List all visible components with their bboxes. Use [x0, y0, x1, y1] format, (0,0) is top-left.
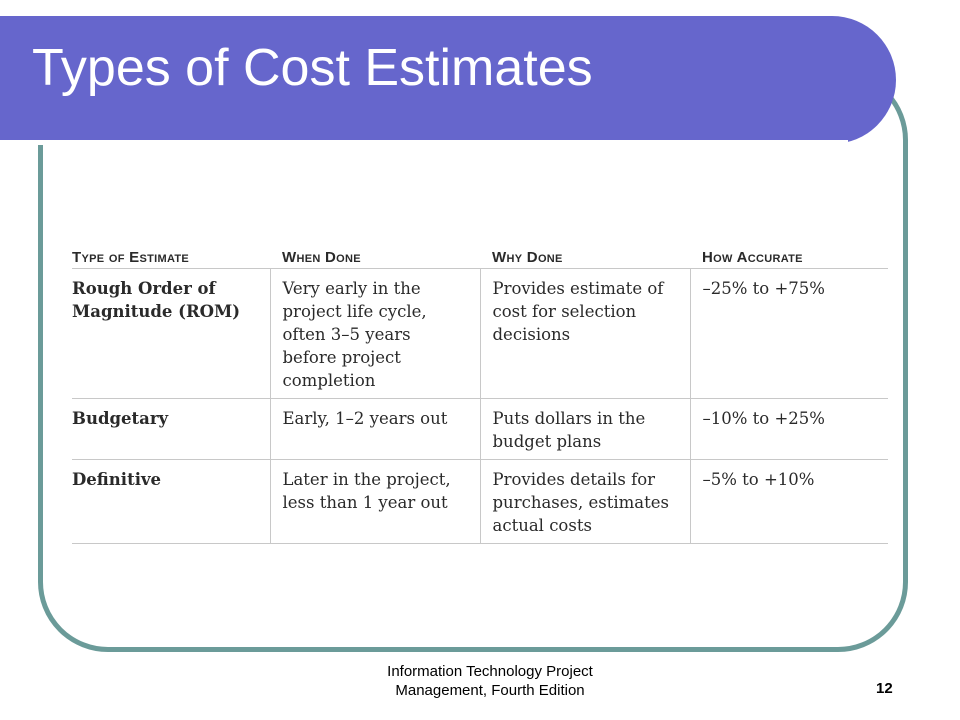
cell-type: Definitive	[72, 459, 270, 544]
header-when: When Done	[270, 242, 480, 269]
banner-underline	[0, 140, 848, 145]
slide-footer: Information Technology Project Managemen…	[340, 662, 640, 700]
cell-why: Provides estimate of cost for selection …	[479, 268, 690, 399]
cell-accuracy: –25% to +75%	[689, 268, 888, 399]
estimate-table: Type of Estimate When Done Why Done How …	[72, 242, 888, 544]
header-why: Why Done	[480, 242, 690, 269]
header-accuracy: How Accurate	[690, 242, 888, 269]
cell-type: Budgetary	[72, 398, 270, 460]
cell-why: Puts dollars in the budget plans	[479, 398, 690, 460]
estimate-table-container: Type of Estimate When Done Why Done How …	[72, 242, 888, 544]
title-banner	[0, 16, 896, 145]
cell-when: Later in the project, less than 1 year o…	[269, 459, 480, 544]
cell-when: Very early in the project life cycle, of…	[269, 268, 480, 399]
table-row: Definitive Later in the project, less th…	[72, 459, 888, 544]
footer-line-1: Information Technology Project	[387, 663, 593, 680]
cell-accuracy: –10% to +25%	[689, 398, 888, 460]
table-row: Rough Order of Magnitude (ROM) Very earl…	[72, 268, 888, 399]
table-header-row: Type of Estimate When Done Why Done How …	[72, 242, 888, 269]
slide-title: Types of Cost Estimates	[32, 39, 593, 97]
table-row: Budgetary Early, 1–2 years out Puts doll…	[72, 398, 888, 460]
footer-line-2: Management, Fourth Edition	[395, 682, 585, 699]
cell-why: Provides details for purchases, estimate…	[479, 459, 690, 544]
cell-type: Rough Order of Magnitude (ROM)	[72, 268, 270, 399]
cell-accuracy: –5% to +10%	[689, 459, 888, 544]
cell-when: Early, 1–2 years out	[269, 398, 480, 460]
page-number: 12	[876, 680, 893, 697]
header-type: Type of Estimate	[72, 242, 270, 269]
